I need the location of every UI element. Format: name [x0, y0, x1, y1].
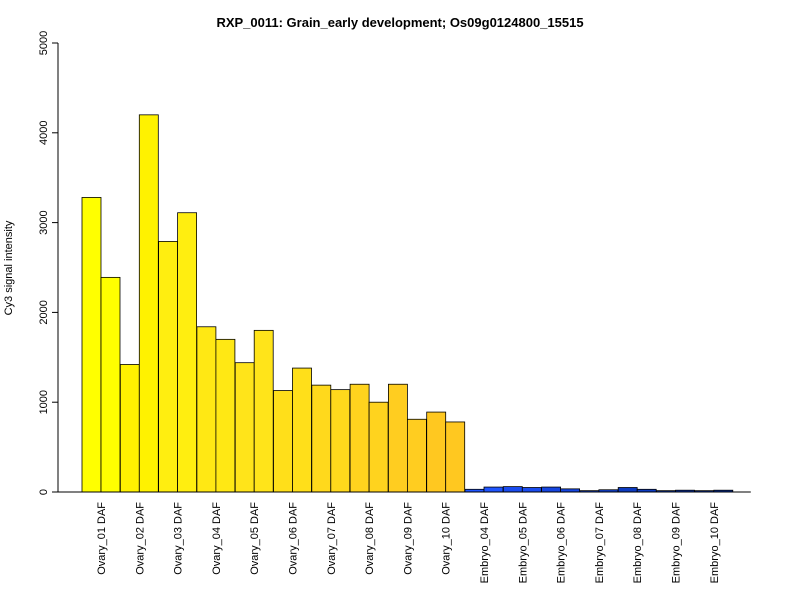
category-labels: Ovary_01 DAF Ovary_02 DAF Ovary_03 DAF Ovar… [96, 502, 721, 584]
bar [426, 411, 447, 493]
bar [541, 486, 561, 493]
x-category-label: Ovary_04 DAF [211, 502, 223, 575]
bar [81, 197, 102, 493]
bar [253, 329, 274, 493]
y-tick-label: 3000 [38, 210, 50, 234]
bar [445, 421, 466, 493]
y-tick-label: 0 [38, 489, 50, 495]
bar [119, 364, 140, 493]
bar [311, 384, 332, 493]
y-tick-label: 1000 [38, 390, 50, 414]
x-category-label: Ovary_09 DAF [402, 502, 414, 575]
y-tick-label: 4000 [38, 121, 50, 145]
bar [138, 114, 159, 493]
bar [502, 486, 523, 493]
x-category-label: Ovary_01 DAF [96, 502, 108, 575]
y-tick-label: 2000 [38, 300, 50, 324]
x-category-label: Embryo_09 DAF [671, 502, 683, 584]
bar [368, 401, 389, 493]
bar [273, 390, 293, 493]
x-category-label: Ovary_07 DAF [326, 502, 338, 575]
x-category-label: Ovary_05 DAF [249, 502, 261, 575]
x-category-label: Ovary_08 DAF [364, 502, 376, 575]
bar [177, 212, 198, 493]
y-axis-label: Cy3 signal intensity [3, 220, 15, 315]
x-category-label: Embryo_10 DAF [709, 502, 721, 584]
y-axis: 0 1000 2000 3000 4000 5000 [38, 31, 59, 495]
bars-group [81, 114, 734, 493]
chart-title: RXP_0011: Grain_early development; Os09g… [216, 15, 583, 30]
bar [387, 383, 408, 493]
bar [292, 367, 312, 493]
x-category-label: Ovary_03 DAF [173, 502, 185, 575]
bar [215, 338, 236, 493]
x-category-label: Ovary_02 DAF [134, 502, 146, 575]
bar [330, 389, 351, 493]
x-category-label: Embryo_06 DAF [556, 502, 568, 584]
x-category-label: Ovary_10 DAF [441, 502, 453, 575]
x-category-label: Embryo_05 DAF [517, 502, 529, 584]
x-category-label: Ovary_06 DAF [288, 502, 300, 575]
bar [406, 418, 427, 493]
bar [349, 383, 370, 493]
bar [234, 362, 255, 493]
y-tick-label: 5000 [38, 31, 50, 55]
x-category-label: Embryo_04 DAF [479, 502, 491, 584]
x-category-label: Embryo_07 DAF [594, 502, 606, 584]
bar [521, 487, 542, 493]
bar [196, 326, 217, 493]
bar [483, 486, 504, 493]
bar [617, 487, 638, 493]
bar [100, 276, 121, 493]
x-category-label: Embryo_08 DAF [632, 502, 644, 584]
bar [158, 241, 179, 493]
